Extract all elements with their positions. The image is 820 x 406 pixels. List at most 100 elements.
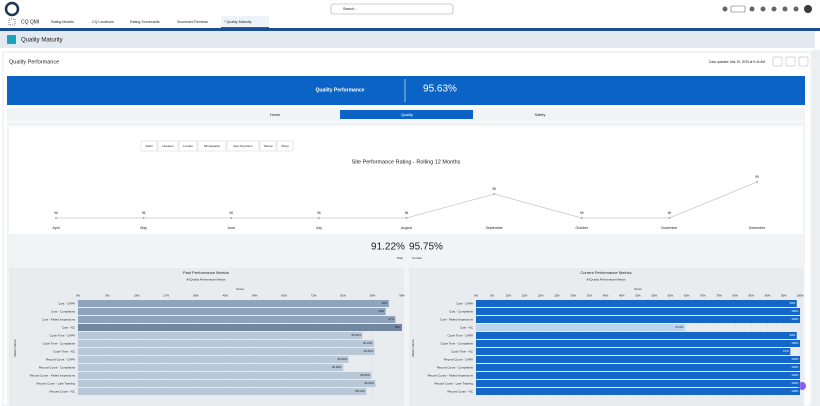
bar-chart-subtitle: All Quality Performance Metrics xyxy=(186,278,226,282)
chart-button[interactable] xyxy=(798,56,809,67)
page-title: Quality Maturity xyxy=(21,38,63,44)
value-label: 99% xyxy=(395,325,401,329)
x-tick-label: 25% xyxy=(554,294,560,298)
value-label: 80.99% xyxy=(332,365,342,369)
icon[interactable] xyxy=(722,6,728,12)
filter-button[interactable] xyxy=(178,140,198,152)
nav-tab-active[interactable] xyxy=(340,110,473,119)
share-button[interactable] xyxy=(785,56,796,67)
value-label: 82.69% xyxy=(338,357,348,361)
filter-button[interactable] xyxy=(276,140,294,152)
icon[interactable] xyxy=(782,6,788,12)
filter-button[interactable] xyxy=(140,140,158,152)
value-label: 100% xyxy=(791,389,799,393)
line-point xyxy=(756,181,758,183)
filter-button[interactable] xyxy=(226,140,260,152)
icon[interactable] xyxy=(749,6,755,12)
value-label: 99% xyxy=(790,301,796,305)
app-tab[interactable]: Rating Models xyxy=(51,20,74,24)
avatar[interactable] xyxy=(804,5,812,13)
scrollbar[interactable] xyxy=(812,50,820,406)
bar xyxy=(78,380,376,387)
x-tick-label: 30% xyxy=(570,294,576,298)
value-label: 100% xyxy=(791,309,799,313)
x-tick-label: 40% xyxy=(603,294,609,298)
line-value-label: 96 xyxy=(54,211,58,215)
app-tab[interactable]: CQ Locations xyxy=(92,20,114,24)
x-tick-label: 45% xyxy=(222,294,228,298)
icon[interactable] xyxy=(760,6,766,12)
value-label: 100% xyxy=(791,317,799,321)
icon[interactable] xyxy=(793,6,799,12)
category-label: Cycle Time - NC xyxy=(53,349,76,353)
value-label: 100% xyxy=(791,373,799,377)
nav-tab[interactable]: Safety xyxy=(535,113,546,117)
current-value: 95.75% xyxy=(409,242,443,253)
category-label: Cycle Time - Complaints xyxy=(42,341,75,345)
x-tick-label: 18% xyxy=(134,294,140,298)
logo[interactable] xyxy=(4,1,20,17)
search-box[interactable] xyxy=(330,3,454,15)
line-chart-title: Site Performance Rating - Rolling 12 Mon… xyxy=(352,159,461,165)
page-header xyxy=(0,31,815,48)
filter-button[interactable] xyxy=(157,140,179,152)
x-tick-label: 90% xyxy=(765,294,771,298)
x-tick-label: 0% xyxy=(474,294,479,298)
line-x-label: October xyxy=(576,226,589,230)
brand-strip xyxy=(0,28,820,31)
value-label: 95% xyxy=(382,301,388,305)
line-x-label: May xyxy=(140,226,147,230)
bar xyxy=(78,348,375,355)
bar xyxy=(476,324,685,331)
line-value-label: 96 xyxy=(229,211,233,215)
bar xyxy=(78,364,344,371)
bar xyxy=(476,356,800,363)
category-label: Record Count - Failed Inspections xyxy=(428,373,474,377)
x-tick-label: 36% xyxy=(193,294,199,298)
x-tick-label: 0% xyxy=(76,294,81,298)
app-tab[interactable]: Rating Scorecards xyxy=(130,20,160,24)
line-value-label: 96 xyxy=(317,211,321,215)
bar xyxy=(476,316,800,323)
line-x-label: September xyxy=(486,226,504,230)
x-tick-label: 60% xyxy=(668,294,674,298)
value-label: 97% xyxy=(388,317,394,321)
value-label: 100% xyxy=(791,357,799,361)
line-value-label: 96 xyxy=(580,211,584,215)
bar xyxy=(476,380,800,387)
bar xyxy=(476,340,800,347)
app-tab[interactable]: * Quality Maturity xyxy=(224,20,252,24)
line-point xyxy=(142,217,145,219)
category-label: Cost - Complaints xyxy=(51,309,75,313)
app-tab[interactable]: Scorecard Reviews xyxy=(177,20,208,24)
nav-tab[interactable]: Home xyxy=(270,113,280,117)
icon[interactable] xyxy=(730,5,746,13)
bar xyxy=(476,348,791,355)
filter-button[interactable] xyxy=(197,140,227,152)
bar xyxy=(476,300,797,307)
bar xyxy=(78,340,374,347)
line-x-label: July xyxy=(316,226,322,230)
card-title: Quality Performance xyxy=(9,59,59,65)
app-launcher[interactable] xyxy=(8,18,16,26)
icon[interactable] xyxy=(771,6,777,12)
category-label: Record Count - Complaints xyxy=(437,365,474,369)
value-label: 90.66% xyxy=(364,349,374,353)
line-point xyxy=(405,217,408,219)
filter-button[interactable] xyxy=(259,140,277,152)
x-tick-label: 5% xyxy=(490,294,495,298)
filter-label: London xyxy=(183,144,193,148)
bar xyxy=(476,332,797,339)
filter-label: Minneapolis xyxy=(204,144,221,148)
line-x-label: December xyxy=(749,226,766,230)
x-tick-label: 75% xyxy=(716,294,722,298)
filter-label: Houston xyxy=(162,144,174,148)
line-value-label: 99 xyxy=(755,175,759,179)
category-label: Cycle Time - Complaints xyxy=(440,341,473,345)
nav-tab[interactable]: Quality xyxy=(401,113,413,117)
x-tick-label: 45% xyxy=(619,294,625,298)
banner-value: 95.63% xyxy=(423,84,457,95)
x-tick-label: 72% xyxy=(311,294,317,298)
refresh-button[interactable] xyxy=(772,56,783,67)
